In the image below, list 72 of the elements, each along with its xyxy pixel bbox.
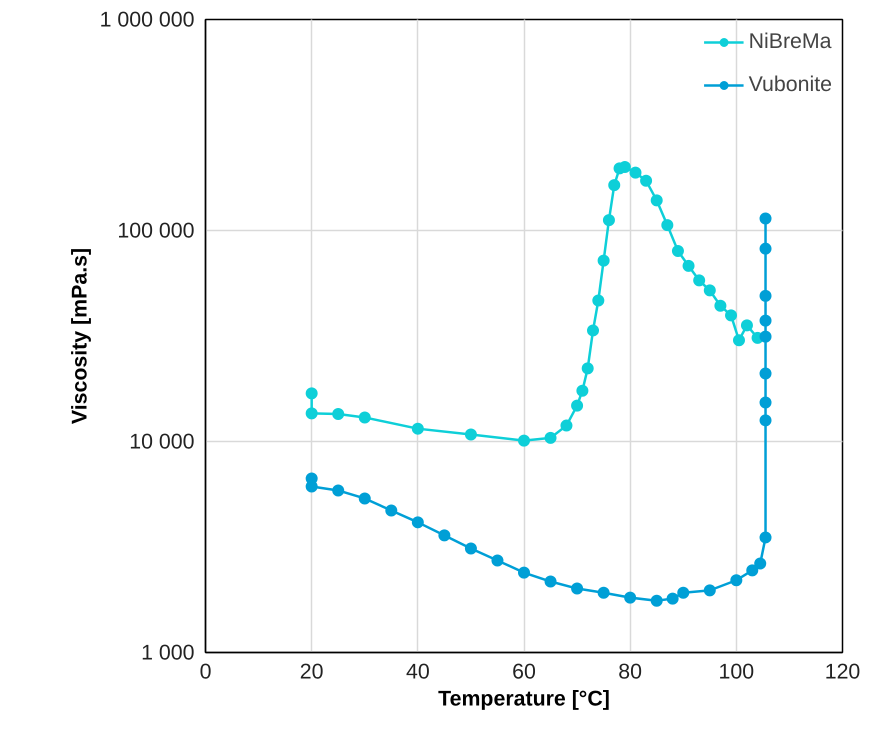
y-tick-label: 1 000 — [141, 640, 195, 664]
point — [332, 484, 344, 496]
x-tick-label: 60 — [512, 660, 536, 684]
point — [754, 558, 766, 570]
point — [358, 492, 371, 504]
point — [544, 432, 557, 444]
point — [704, 584, 716, 596]
point — [730, 574, 742, 586]
point — [438, 529, 450, 542]
point — [412, 422, 424, 435]
point — [464, 428, 477, 440]
x-tick-label: 20 — [300, 660, 324, 684]
point — [732, 334, 745, 346]
point — [608, 179, 620, 192]
point — [412, 516, 424, 528]
point — [576, 384, 588, 397]
point — [640, 174, 652, 187]
x-tick-label: 80 — [618, 660, 642, 684]
y-tick-label: 100 000 — [117, 218, 195, 242]
x-tick-label: 120 — [824, 660, 860, 684]
y-tick-label: 10 000 — [129, 430, 195, 454]
x-axis-title: Temperature [°C] — [438, 686, 610, 710]
point — [760, 242, 772, 255]
point — [464, 542, 477, 555]
point — [672, 244, 684, 257]
legend-label: NiBreMa — [748, 29, 832, 54]
point — [650, 594, 663, 607]
point — [518, 434, 530, 447]
point — [306, 407, 318, 420]
point — [760, 531, 772, 544]
point — [760, 290, 772, 302]
point — [760, 212, 772, 224]
x-tick-label: 40 — [406, 660, 430, 684]
point — [358, 411, 371, 424]
point — [714, 300, 726, 312]
point — [682, 260, 695, 272]
point — [693, 274, 706, 286]
x-tick-label: 100 — [718, 660, 754, 684]
y-axis-title: Viscosity [mPa.s] — [68, 248, 92, 424]
point — [491, 554, 504, 566]
point — [602, 214, 615, 226]
x-tick-label: 0 — [200, 660, 212, 684]
point — [661, 219, 674, 232]
point — [598, 254, 610, 267]
point — [592, 294, 604, 306]
point — [629, 166, 642, 179]
point — [740, 319, 753, 332]
point — [760, 314, 772, 327]
point — [666, 592, 679, 605]
point — [677, 586, 690, 599]
point — [704, 284, 716, 296]
point — [306, 387, 318, 400]
point — [332, 408, 344, 420]
point — [571, 582, 584, 595]
point — [587, 324, 600, 336]
point — [571, 400, 584, 412]
legend-label: Vubonite — [748, 72, 832, 97]
point — [760, 414, 772, 426]
y-tick-label: 1 000 000 — [100, 8, 195, 32]
point — [746, 564, 758, 576]
point — [518, 566, 530, 579]
point — [760, 330, 772, 343]
point — [725, 309, 738, 322]
point — [760, 368, 772, 380]
point — [385, 504, 398, 516]
point — [598, 586, 610, 599]
point — [560, 420, 572, 432]
point — [650, 194, 663, 206]
point — [582, 362, 594, 374]
point — [760, 396, 772, 409]
point — [544, 576, 557, 588]
point — [624, 592, 636, 604]
